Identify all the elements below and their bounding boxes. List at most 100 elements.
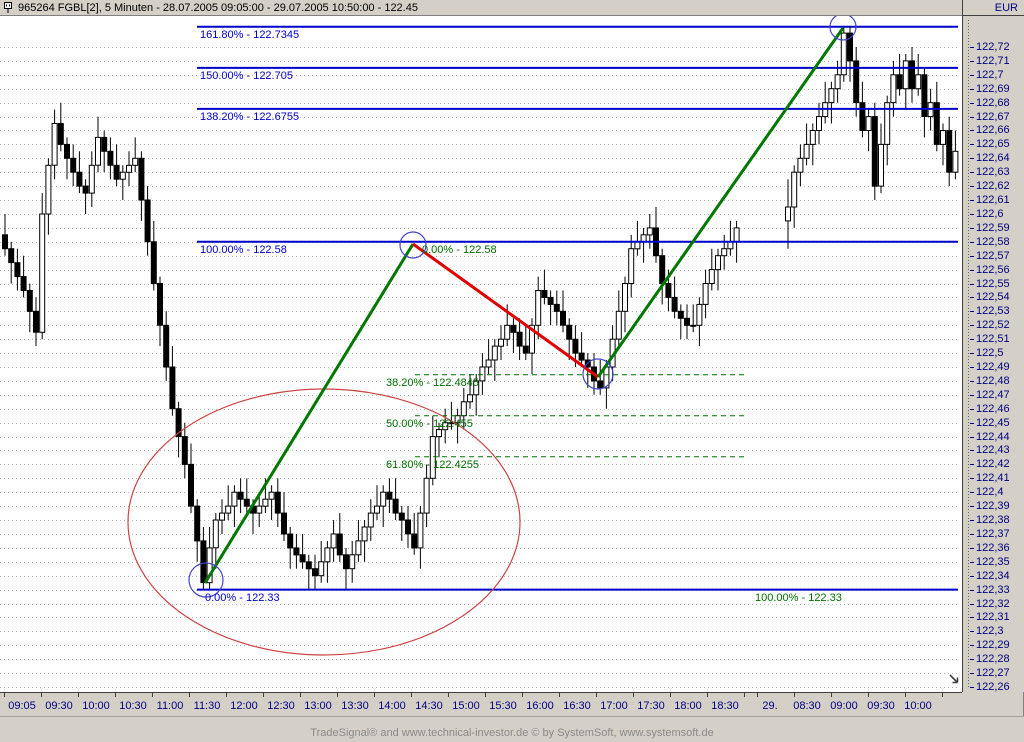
price-gridline (0, 617, 958, 618)
price-gridline (0, 47, 958, 48)
pin-icon[interactable] (3, 1, 14, 14)
candle-body (88, 164, 95, 194)
price-gridline (0, 409, 958, 410)
time-axis[interactable]: 09:05 09:30 10:00 10:30 11:00 11:30 12:00 12:30… (0, 692, 962, 716)
time-tick-label: 10:00 (82, 700, 110, 712)
price-tick (970, 228, 974, 229)
pivot-circle[interactable] (829, 16, 857, 41)
candle-body (708, 269, 715, 285)
candle-body (578, 352, 585, 361)
price-gridline (0, 186, 958, 187)
candle-body (20, 276, 27, 292)
candle-body (374, 505, 380, 514)
price-gridline (0, 576, 958, 577)
price-tick-label: 122,55 (976, 278, 1010, 290)
candle-body (828, 88, 835, 104)
candle-body (361, 526, 368, 542)
candle-body (878, 143, 884, 187)
candle-body (890, 74, 897, 104)
price-tick (970, 631, 974, 632)
chart-title-bar[interactable]: 965264 FGBL[2], 5 Minuten - 28.07.2005 0… (0, 0, 962, 16)
candle-body (671, 296, 678, 312)
candle-body (498, 338, 504, 347)
price-gridline (0, 631, 958, 632)
price-tick-label: 122,68 (976, 97, 1010, 109)
price-tick (970, 673, 974, 674)
time-tick-label: 29. (762, 700, 778, 712)
chart-overlay (2, 16, 959, 656)
candle-body (237, 491, 244, 500)
time-tick (411, 693, 412, 697)
time-tick-label: 14:30 (415, 700, 443, 712)
time-tick (868, 693, 869, 697)
price-tick (970, 89, 974, 90)
candle-body (871, 116, 878, 187)
candle-body (803, 143, 810, 159)
candle-body (39, 213, 46, 333)
trend-line-up[interactable] (596, 27, 845, 378)
price-tick-label: 122,27 (976, 667, 1010, 679)
candle-body (330, 533, 337, 549)
price-tick-label: 122,33 (976, 584, 1010, 596)
time-tick-label: 09:30 (867, 700, 895, 712)
candle-body (915, 74, 922, 90)
price-tick-label: 122,56 (976, 264, 1010, 276)
candle-body (659, 255, 666, 284)
time-tick-label: 18:00 (674, 700, 702, 712)
candle-body (491, 345, 498, 361)
time-tick (152, 693, 153, 697)
candle-body (95, 136, 101, 166)
candle-body (349, 554, 356, 570)
trend-line-up[interactable] (203, 243, 415, 584)
candle-body (834, 74, 841, 90)
price-tick (970, 117, 974, 118)
candle-body (479, 366, 486, 382)
price-gridline (0, 284, 958, 285)
price-gridline (0, 144, 958, 145)
candle-body (442, 422, 449, 431)
candle-body (847, 32, 853, 62)
price-tick-label: 122,48 (976, 375, 1010, 387)
price-tick (970, 200, 974, 201)
time-tick (226, 693, 227, 697)
price-tick-label: 122,67 (976, 111, 1010, 123)
price-gridline (0, 61, 958, 62)
price-gridline (0, 506, 958, 507)
price-tick (970, 270, 974, 271)
chart-canvas[interactable]: 161.80% - 122.7345 150.00% - 122.705 138.2… (0, 16, 962, 692)
resize-handle-icon[interactable] (947, 672, 961, 691)
candle-body (448, 422, 455, 425)
price-gridline (0, 117, 958, 118)
price-tick-label: 122,54 (976, 291, 1010, 303)
candle-body (429, 436, 436, 479)
candle-body (2, 234, 8, 250)
price-axis[interactable]: 122,72 122,71 122,7 122,69 122,68 122,67 122,6… (962, 16, 1024, 693)
pivot-circle[interactable] (188, 562, 224, 598)
trend-line-down[interactable] (412, 242, 599, 379)
candle-body (460, 401, 467, 417)
price-tick-label: 122,28 (976, 653, 1010, 665)
time-tick (905, 693, 906, 697)
time-tick (596, 693, 597, 697)
time-tick-label: 15:00 (452, 700, 480, 712)
candle-body (665, 283, 672, 298)
price-gridline (0, 534, 958, 535)
price-tick-label: 122,69 (976, 83, 1010, 95)
time-tick (263, 693, 264, 697)
pivot-circle[interactable] (399, 231, 427, 259)
time-tick-label: 10:30 (119, 700, 147, 712)
price-gridline (0, 103, 958, 104)
price-tick (970, 520, 974, 521)
candle-body (902, 60, 909, 90)
price-tick (970, 297, 974, 298)
candle-body (8, 248, 15, 264)
candle-body (535, 290, 542, 326)
candle-body (454, 415, 461, 424)
candle-body (169, 366, 176, 410)
time-tick-label: 09:30 (45, 700, 73, 712)
candle-body (816, 116, 822, 131)
pivot-circle[interactable] (582, 358, 614, 390)
time-tick-label: 17:30 (637, 700, 665, 712)
candle-body (677, 310, 684, 319)
candle-body (26, 290, 33, 312)
